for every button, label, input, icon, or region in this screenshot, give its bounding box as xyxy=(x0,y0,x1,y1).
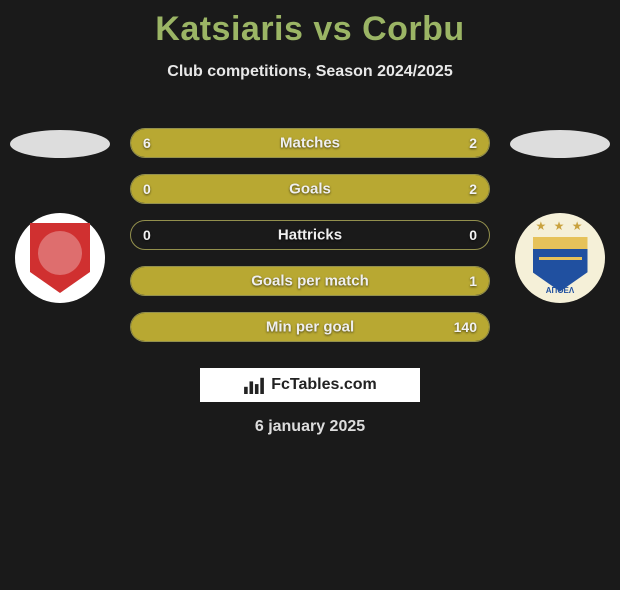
stat-row: Matches6 2 xyxy=(130,128,490,158)
stat-value-right: 2 xyxy=(469,135,477,151)
player-left xyxy=(10,130,110,303)
club-badge-right-stars-icon: ★ ★ ★ xyxy=(515,219,605,233)
stat-label: Hattricks xyxy=(131,227,489,244)
stat-row: Min per goal140 xyxy=(130,312,490,342)
page-title: Katsiaris vs Corbu xyxy=(0,10,620,49)
stat-value-left: 0 xyxy=(143,181,151,197)
stat-value-right: 0 xyxy=(469,227,477,243)
player-right: ★ ★ ★ ΑΠΟΕΛ xyxy=(510,130,610,303)
stat-row: Goals0 2 xyxy=(130,174,490,204)
stat-label: Min per goal xyxy=(131,319,489,336)
stat-label: Goals xyxy=(131,181,489,198)
brand-text: FcTables.com xyxy=(271,376,377,394)
club-badge-right-label: ΑΠΟΕΛ xyxy=(515,286,605,295)
club-badge-left-shield-icon xyxy=(30,223,90,293)
stat-value-left: 0 xyxy=(143,227,151,243)
stat-row: Hattricks0 0 xyxy=(130,220,490,250)
stats-container: Matches62Goals02Hattricks00Goals per mat… xyxy=(130,128,490,358)
stat-row: Goals per match1 xyxy=(130,266,490,296)
stat-label: Matches xyxy=(131,135,489,152)
club-badge-left xyxy=(15,213,105,303)
brand-box[interactable]: FcTables.com xyxy=(200,368,420,402)
stat-value-right: 2 xyxy=(469,181,477,197)
club-badge-right: ★ ★ ★ ΑΠΟΕΛ xyxy=(515,213,605,303)
stat-value-right: 140 xyxy=(454,319,477,335)
player-right-avatar-placeholder xyxy=(510,130,610,158)
stat-label: Goals per match xyxy=(131,273,489,290)
player-left-avatar-placeholder xyxy=(10,130,110,158)
stat-value-left: 6 xyxy=(143,135,151,151)
bars-icon xyxy=(243,376,265,394)
stat-value-right: 1 xyxy=(469,273,477,289)
subtitle: Club competitions, Season 2024/2025 xyxy=(0,63,620,81)
club-badge-right-shield-icon xyxy=(533,237,588,292)
date-line: 6 january 2025 xyxy=(0,418,620,436)
